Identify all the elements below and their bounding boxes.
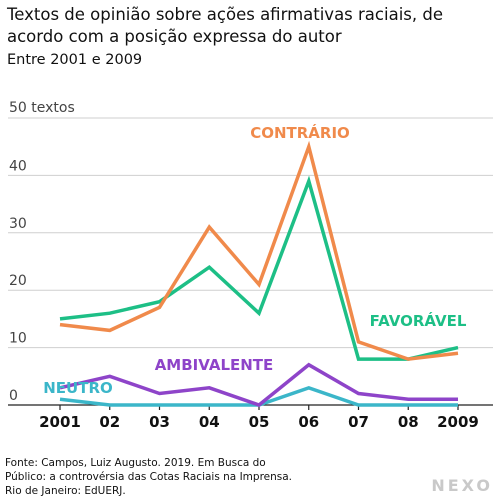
series-line-favoravel bbox=[59, 175, 459, 361]
source-note: Fonte: Campos, Luiz Augusto. 2019. Em Bu… bbox=[5, 457, 293, 497]
y-tick-label: 40 bbox=[9, 158, 27, 174]
y-axis-label: 50 textos bbox=[9, 100, 75, 116]
series-label: NEUTRO bbox=[43, 379, 113, 397]
x-tick-label: 05 bbox=[249, 413, 270, 431]
series-label: CONTRÁRIO bbox=[250, 123, 350, 142]
x-tick-label: 03 bbox=[149, 413, 170, 431]
x-tick-label: 08 bbox=[398, 413, 419, 431]
x-tick-label: 2009 bbox=[437, 413, 479, 431]
y-tick-label: 10 bbox=[9, 331, 27, 347]
chart-title: Textos de opinião sobre ações afirmativa… bbox=[7, 5, 443, 46]
series-line-ambivalente bbox=[59, 362, 458, 407]
x-tick-label: 02 bbox=[99, 413, 120, 431]
x-tick-label: 04 bbox=[199, 413, 220, 431]
series-label: AMBIVALENTE bbox=[155, 356, 274, 374]
x-tick-label: 06 bbox=[298, 413, 319, 431]
x-tick-label: 07 bbox=[348, 413, 369, 431]
chart-subtitle: Entre 2001 e 2009 bbox=[7, 52, 143, 68]
y-tick-label: 0 bbox=[9, 388, 18, 404]
series-label: FAVORÁVEL bbox=[370, 311, 467, 330]
y-tick-label: 20 bbox=[9, 273, 27, 289]
series-line-contrario bbox=[59, 140, 459, 361]
nexo-logo: NEXO bbox=[431, 476, 493, 495]
y-tick-label: 30 bbox=[9, 216, 27, 232]
x-tick-label: 2001 bbox=[39, 413, 81, 431]
